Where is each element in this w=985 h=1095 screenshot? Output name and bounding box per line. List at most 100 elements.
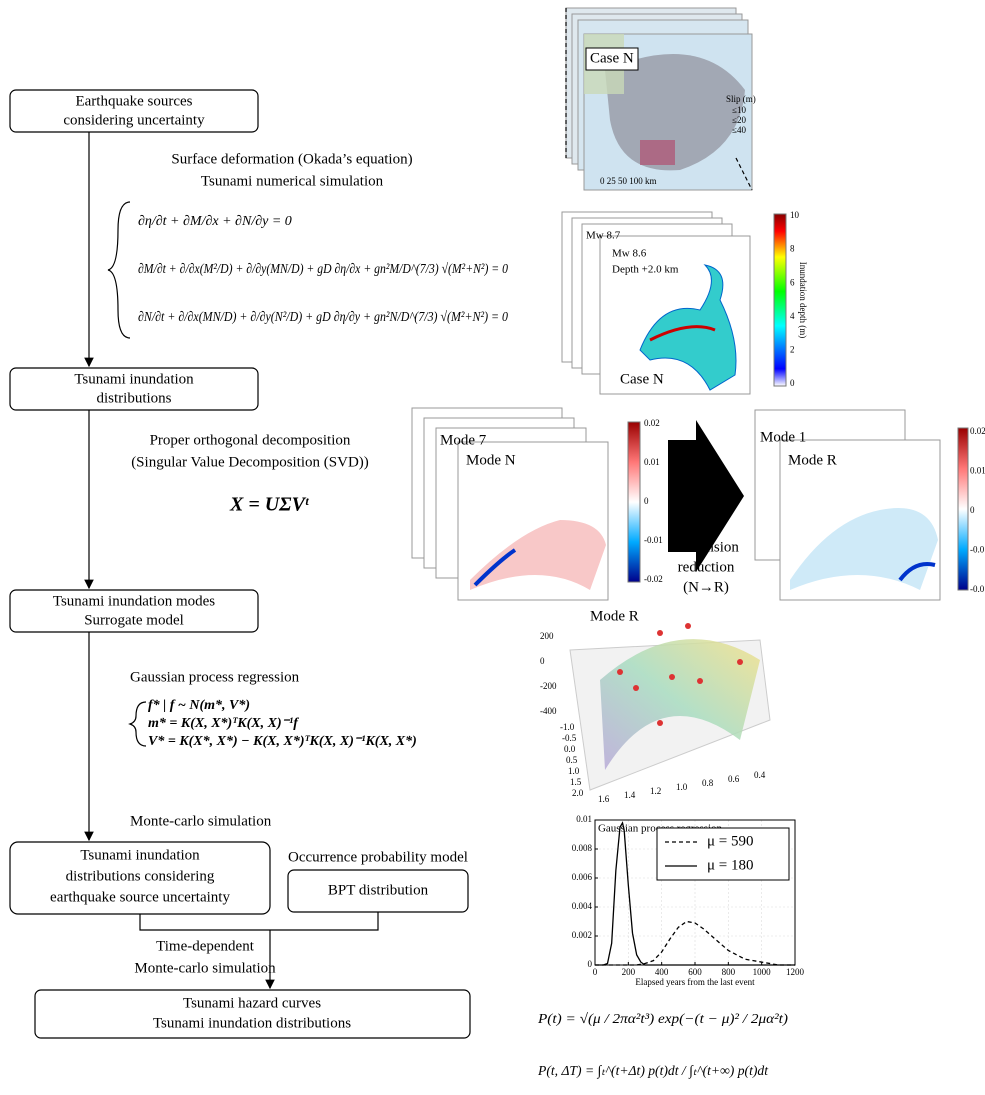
box-text: Earthquake sources xyxy=(75,93,192,109)
plot-label: Mode R xyxy=(590,608,639,624)
flow-box: Tsunami inundation modes Surrogate model xyxy=(10,590,258,632)
y-tick: -0.5 xyxy=(562,733,577,743)
x-tick-label: 600 xyxy=(688,967,702,977)
y-tick-label: 0.006 xyxy=(572,872,593,882)
legend-item: ≤20 xyxy=(732,115,746,125)
colorbar-tick: 0.02 xyxy=(644,418,660,428)
arrow-text: reduction xyxy=(678,559,735,575)
map-label: Mode R xyxy=(788,452,837,468)
y-tick: 1.5 xyxy=(570,777,582,787)
map-label: Mw 8.6 xyxy=(612,248,647,260)
step-text: Occurrence probability model xyxy=(288,849,468,865)
x-axis-label: Elapsed years from the last event xyxy=(635,977,755,987)
equation: P(t) = √(μ / 2πα²t³) exp(−(t − μ)² / 2μα… xyxy=(537,1012,788,1027)
box-text: earthquake source uncertainty xyxy=(50,889,230,905)
equation: X = UΣVᵗ xyxy=(229,494,310,516)
brace xyxy=(130,702,146,746)
x-tick: 0.8 xyxy=(702,778,714,788)
map-label: Case N xyxy=(620,371,664,387)
colorbar-tick: -0.0 xyxy=(970,584,985,594)
colorbar-tick: 0.02 xyxy=(970,426,985,436)
colorbar-tick: 8 xyxy=(790,244,795,254)
box-text: Tsunami hazard curves xyxy=(183,995,321,1011)
box-text: Surrogate model xyxy=(84,612,184,628)
x-tick-label: 200 xyxy=(622,967,636,977)
y-tick: 0.0 xyxy=(564,744,576,754)
z-tick: 200 xyxy=(540,631,554,641)
map-label: Mode 7 xyxy=(440,432,487,448)
x-tick-label: 800 xyxy=(722,967,736,977)
box-text: Tsunami inundation xyxy=(74,371,194,387)
box-text: considering uncertainty xyxy=(63,112,205,128)
step-text: Gaussian process regression xyxy=(130,669,300,685)
x-tick-label: 1000 xyxy=(753,967,772,977)
y-tick-label: 0 xyxy=(588,959,593,969)
map-label: Depth +2.0 km xyxy=(612,264,679,276)
y-tick-label: 0.002 xyxy=(572,930,592,940)
equation: ∂M/∂t + ∂/∂x(M²/D) + ∂/∂y(MN/D) + gD ∂η/… xyxy=(138,262,508,277)
y-tick: 1.0 xyxy=(568,766,580,776)
x-tick: 0.4 xyxy=(754,770,766,780)
y-tick: 2.0 xyxy=(572,788,584,798)
z-tick: 0 xyxy=(540,656,545,666)
x-tick: 1.0 xyxy=(676,782,688,792)
colorbar-tick: -0.01 xyxy=(644,535,663,545)
mode-map: Mode 7 Mode N Mode 1 Mode R Dimension re… xyxy=(412,408,968,600)
map-label: Mode 1 xyxy=(760,429,806,445)
colorbar-tick: -0.02 xyxy=(644,574,663,584)
y-tick: 0.5 xyxy=(566,755,578,765)
colorbar-tick: 0 xyxy=(644,496,649,506)
equation: P(t, ΔT) = ∫ₜ^(t+Δt) p(t)dt / ∫ₜ^(t+∞) p… xyxy=(537,1064,769,1079)
bpt-chart: 0 200 400 600 800 1000 1200 0 0.002 0.004 0.006 0.0… xyxy=(572,814,805,987)
legend-label: μ = 590 xyxy=(707,833,754,849)
flow-box: Tsunami inundation distributions xyxy=(10,368,258,410)
equation: m* = K(X, X*)ᵀK(X, X)⁻¹f xyxy=(148,716,299,731)
x-tick: 0.6 xyxy=(728,774,740,784)
step-text: Monte-carlo simulation xyxy=(134,960,276,976)
colorbar-tick: 4 xyxy=(790,311,795,321)
scale-bar: 0 25 50 100 km xyxy=(600,176,657,186)
flow-box: Earthquake sources considering uncertain… xyxy=(10,90,258,132)
flow-box: Tsunami hazard curves Tsunami inundation… xyxy=(35,990,470,1038)
brace xyxy=(108,202,130,338)
equation: ∂N/∂t + ∂/∂x(MN/D) + ∂/∂y(N²/D) + gD ∂η/… xyxy=(138,310,508,325)
x-tick-label: 1200 xyxy=(786,967,805,977)
colorbar-tick: 6 xyxy=(790,277,795,287)
y-tick-label: 0.01 xyxy=(576,814,592,824)
box-text: Tsunami inundation modes xyxy=(53,593,215,609)
legend-item: ≤10 xyxy=(732,105,746,115)
colorbar-tick: 2 xyxy=(790,344,795,354)
map-label: Case N xyxy=(590,50,634,66)
step-text: Surface deformation (Okada’s equation) xyxy=(171,151,412,167)
inundation-map: Mw 8.7 Mw 8.6 Depth +2.0 km Case N Inund… xyxy=(562,212,808,394)
arrow-text: Dimension xyxy=(673,539,739,555)
box-text: Tsunami inundation xyxy=(80,847,200,863)
map-label: Mw 8.7 xyxy=(586,230,621,242)
x-tick: 1.6 xyxy=(598,794,610,804)
y-tick-label: 0.004 xyxy=(572,901,593,911)
colorbar-tick: 0.01 xyxy=(970,466,985,476)
legend-label: μ = 180 xyxy=(707,857,754,873)
colorbar-tick: 0 xyxy=(970,505,975,515)
step-text: Monte-carlo simulation xyxy=(130,813,272,829)
x-tick: 1.2 xyxy=(650,786,661,796)
colorbar-title: Inundation depth (m) xyxy=(798,262,808,338)
x-tick-label: 400 xyxy=(655,967,669,977)
box-text: Tsunami inundation distributions xyxy=(153,1015,351,1031)
colorbar-tick: 10 xyxy=(790,210,800,220)
box-text: distributions considering xyxy=(66,868,215,884)
arrow-text: (N→R) xyxy=(683,579,729,595)
colorbar-tick: 0.01 xyxy=(644,457,660,467)
z-tick: -400 xyxy=(540,706,557,716)
x-tick-label: 0 xyxy=(593,967,598,977)
box-text: distributions xyxy=(96,390,171,406)
legend-item: ≤40 xyxy=(732,125,746,135)
map-label: Mode N xyxy=(466,452,516,468)
y-tick: -1.0 xyxy=(560,722,575,732)
equation: f* | f ~ N(m*, V*) xyxy=(148,698,250,713)
step-text: Time-dependent xyxy=(156,938,255,954)
box-text: BPT distribution xyxy=(328,882,429,898)
colorbar-tick: 0 xyxy=(790,378,795,388)
step-text: (Singular Value Decomposition (SVD)) xyxy=(131,454,369,470)
step-text: Tsunami numerical simulation xyxy=(201,173,384,189)
